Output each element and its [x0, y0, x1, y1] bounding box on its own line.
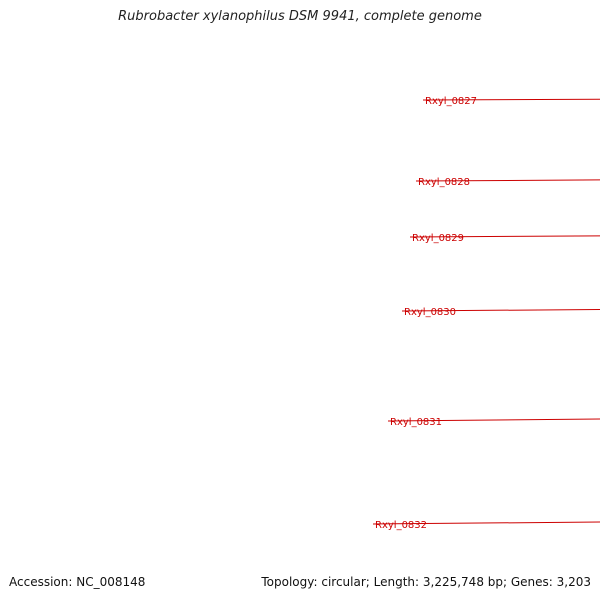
gene-label: Rxyl_0828	[418, 177, 470, 188]
topology-text: Topology: circular; Length: 3,225,748 bp…	[261, 575, 591, 589]
gene-label: Rxyl_0829	[412, 233, 464, 244]
gene-label: Rxyl_0831	[390, 417, 442, 428]
gene-label: Rxyl_0827	[425, 96, 477, 107]
gene-label-leader	[387, 418, 600, 422]
gene-label-leader	[422, 98, 600, 101]
gene-label: Rxyl_0830	[404, 307, 456, 318]
genome-title: Rubrobacter xylanophilus DSM 9941, compl…	[118, 9, 482, 24]
gene-label-leader	[409, 235, 600, 238]
gene-label: Rxyl_0832	[375, 520, 427, 531]
gene-label-leader	[372, 521, 600, 525]
gene-label-leader	[415, 179, 600, 182]
gene-label-leader	[401, 308, 600, 312]
gene-labels: Rxyl_0827 Rxyl_0828 Rxyl_0829 Rxyl_0830 Rxyl…	[372, 96, 600, 531]
accession-text: Accession: NC_008148	[9, 575, 146, 589]
